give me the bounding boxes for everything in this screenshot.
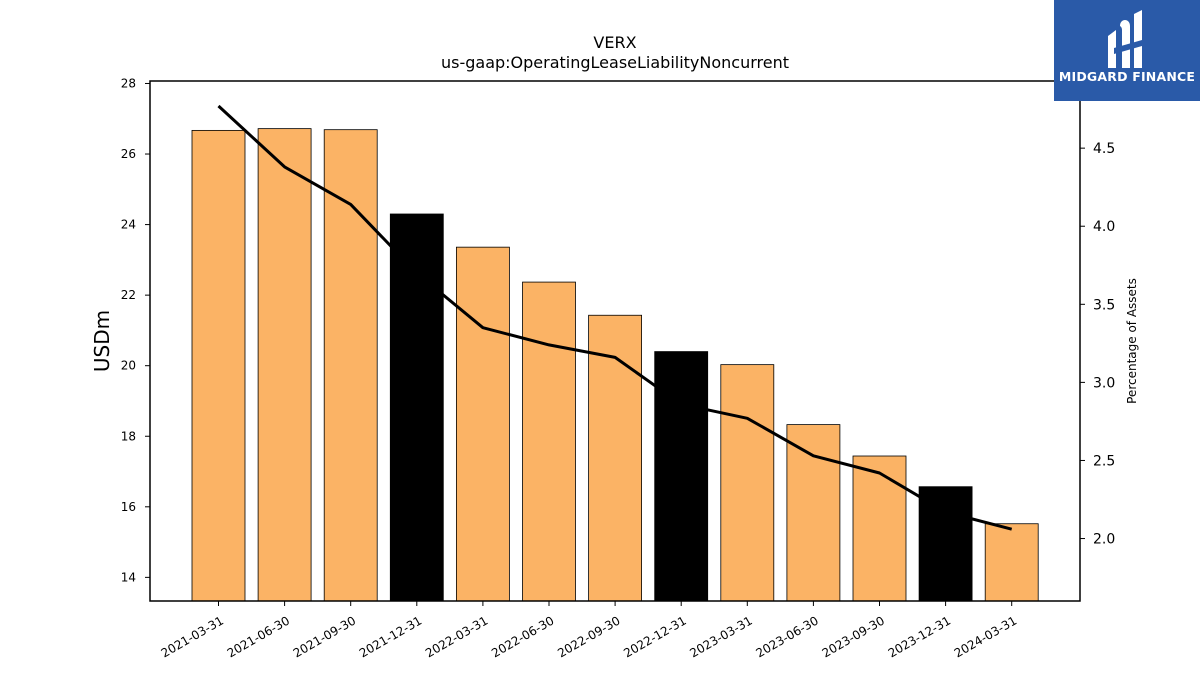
- y-tick-label: 14: [121, 570, 136, 584]
- x-tick-label: 2022-03-31: [423, 613, 490, 660]
- x-tick-label: 2021-06-30: [225, 613, 292, 660]
- x-tick-label: 2023-03-31: [687, 613, 754, 660]
- bar: [654, 351, 709, 602]
- chart-subtitle: us-gaap:OperatingLeaseLiabilityNoncurren…: [441, 53, 789, 72]
- bar: [455, 246, 510, 602]
- x-tick-label: 2023-12-31: [886, 613, 953, 660]
- chart-title: VERX: [593, 33, 636, 52]
- y-axis-label: USDm: [90, 310, 114, 372]
- y-tick-label: 26: [121, 147, 136, 161]
- x-tick-label: 2023-06-30: [753, 613, 820, 660]
- bar: [588, 314, 642, 602]
- y2-tick-label: 4.0: [1093, 219, 1115, 235]
- y2-tick-label: 3.0: [1093, 375, 1115, 391]
- bar: [918, 486, 973, 602]
- y-tick-label: 24: [121, 218, 136, 232]
- y-tick-label: 16: [121, 500, 136, 514]
- y2-tick-label: 2.5: [1093, 453, 1115, 469]
- y2-tick-label: 3.5: [1093, 297, 1115, 313]
- x-tick-label: 2022-06-30: [489, 613, 556, 660]
- y-tick-label: 22: [121, 288, 136, 302]
- x-tick-label: 2022-09-30: [555, 613, 622, 660]
- bar: [984, 523, 1039, 602]
- x-tick-label: 2024-03-31: [952, 613, 1019, 660]
- bar: [522, 281, 576, 602]
- bar: [191, 129, 246, 602]
- y2-axis-label: Percentage of Assets: [1125, 278, 1139, 404]
- x-tick-label: 2022-12-31: [621, 613, 688, 660]
- bar: [257, 128, 312, 602]
- bar: [323, 129, 378, 602]
- x-tick-label: 2021-09-30: [291, 613, 358, 660]
- midgard-finance-logo-icon: [1108, 10, 1142, 68]
- y-tick-label: 20: [121, 359, 136, 373]
- x-tick-label: 2023-09-30: [820, 613, 887, 660]
- bar: [389, 213, 444, 602]
- y-tick-label: 28: [121, 76, 136, 90]
- x-tick-label: 2021-03-31: [159, 613, 226, 660]
- bar: [852, 455, 907, 602]
- y2-tick-label: 2.0: [1093, 532, 1115, 548]
- midgard-finance-logo: MIDGARD FINANCE: [1054, 0, 1200, 101]
- series-line: [217, 104, 1013, 531]
- x-tick-label: 2021-12-31: [357, 613, 424, 660]
- y-tick-label: 18: [121, 429, 136, 443]
- logo-text: MIDGARD FINANCE: [1058, 69, 1196, 84]
- y2-tick-label: 4.5: [1093, 141, 1115, 157]
- bar: [786, 424, 841, 602]
- bar: [720, 364, 775, 602]
